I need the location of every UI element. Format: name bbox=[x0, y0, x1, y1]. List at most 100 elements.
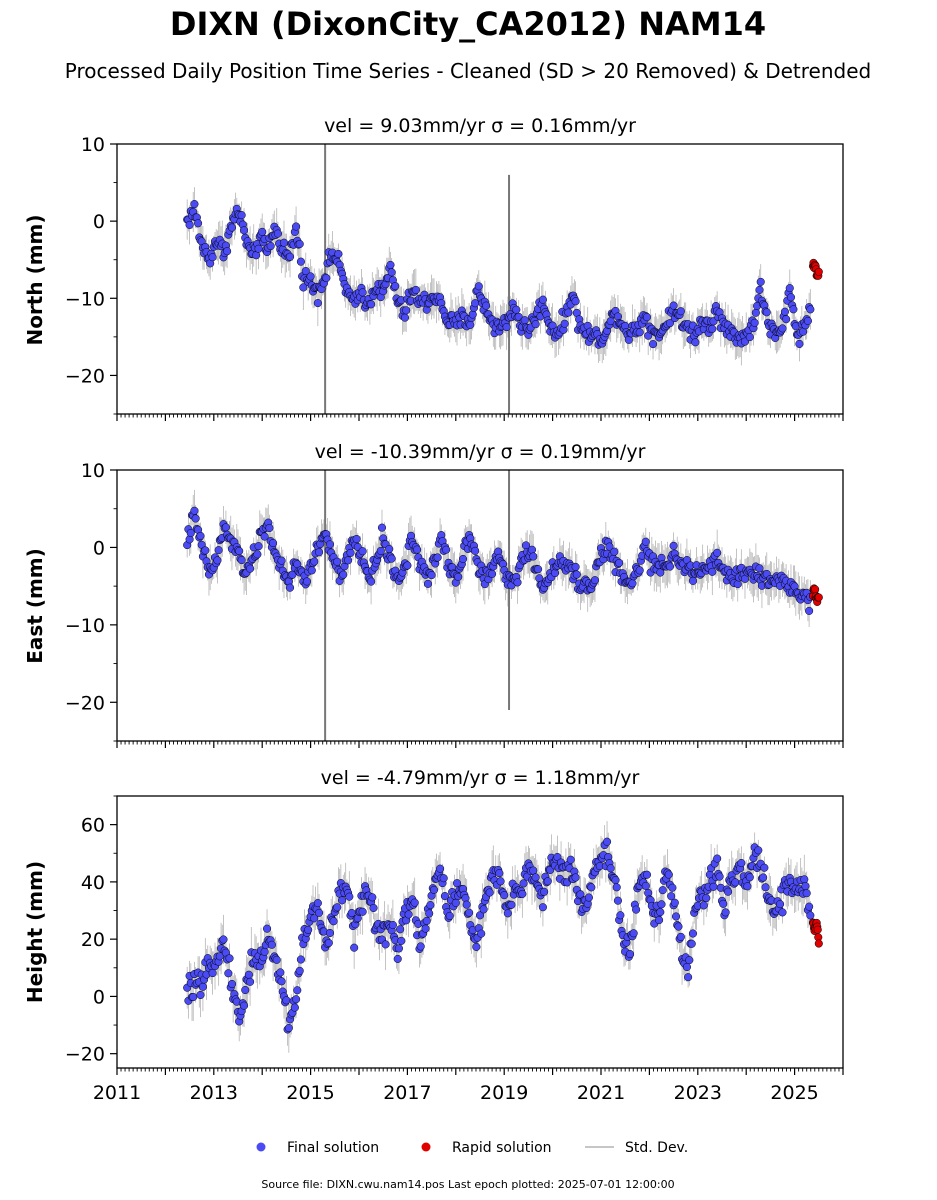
final-point bbox=[400, 313, 410, 322]
final-point bbox=[671, 912, 681, 921]
final-point bbox=[665, 319, 675, 328]
final-point bbox=[674, 922, 683, 931]
final-point bbox=[260, 947, 269, 956]
y-tick-label: −20 bbox=[65, 1044, 105, 1066]
final-point bbox=[296, 955, 305, 964]
final-point bbox=[755, 285, 764, 294]
final-point bbox=[324, 938, 333, 948]
footer-source: Source file: DIXN.cwu.nam14.pos Last epo… bbox=[261, 1178, 674, 1191]
final-point bbox=[713, 854, 722, 863]
final-point bbox=[227, 223, 236, 232]
final-point bbox=[503, 909, 512, 918]
y-tick-label: −10 bbox=[65, 615, 105, 637]
rapid-point bbox=[811, 585, 820, 594]
final-point bbox=[240, 1001, 249, 1010]
final-point bbox=[610, 547, 619, 556]
final-point bbox=[313, 899, 322, 908]
final-point bbox=[724, 887, 733, 896]
final-point bbox=[628, 579, 637, 588]
final-point bbox=[512, 305, 521, 314]
final-point bbox=[333, 903, 342, 912]
final-point bbox=[658, 886, 667, 895]
legend-rapid-label: Rapid solution bbox=[452, 1140, 552, 1156]
final-point bbox=[223, 247, 232, 256]
final-point bbox=[246, 564, 255, 573]
final-point bbox=[676, 932, 685, 941]
final-point bbox=[219, 935, 228, 944]
final-point bbox=[196, 990, 205, 1000]
final-point bbox=[572, 570, 581, 579]
final-point bbox=[190, 506, 199, 515]
legend: Final solution Rapid solution Std. Dev. bbox=[256, 1140, 688, 1156]
final-point bbox=[411, 285, 420, 294]
final-point bbox=[477, 929, 486, 938]
final-point bbox=[277, 556, 286, 565]
final-point bbox=[691, 338, 700, 347]
final-point bbox=[538, 295, 547, 304]
final-point bbox=[352, 534, 361, 544]
final-point bbox=[616, 911, 625, 920]
final-point bbox=[333, 557, 342, 566]
final-point bbox=[346, 548, 355, 557]
final-point bbox=[350, 943, 359, 952]
final-point bbox=[587, 883, 596, 892]
final-point bbox=[538, 903, 547, 912]
final-point bbox=[782, 315, 791, 324]
final-point bbox=[669, 541, 678, 550]
final-point bbox=[426, 901, 435, 910]
final-point bbox=[439, 874, 448, 883]
final-point bbox=[760, 863, 769, 872]
final-point bbox=[571, 297, 580, 306]
final-point bbox=[755, 564, 764, 573]
final-point bbox=[688, 929, 698, 938]
north-panel: 10 0 −10 −20 bbox=[65, 134, 844, 421]
y-tick-label: 0 bbox=[93, 211, 105, 233]
final-point bbox=[185, 220, 194, 229]
final-point bbox=[329, 917, 338, 926]
final-point bbox=[751, 308, 760, 317]
final-point bbox=[295, 966, 304, 975]
final-point bbox=[244, 970, 253, 979]
final-point bbox=[304, 925, 313, 934]
final-point bbox=[466, 320, 475, 329]
x-tick-label: 2025 bbox=[770, 1082, 818, 1104]
final-point bbox=[413, 545, 422, 554]
final-point bbox=[571, 562, 580, 571]
final-point bbox=[676, 307, 685, 316]
final-point bbox=[571, 873, 580, 882]
final-point bbox=[785, 284, 794, 293]
final-point bbox=[642, 313, 652, 322]
y-tick-label: −10 bbox=[65, 288, 105, 310]
final-point bbox=[635, 328, 644, 337]
final-point bbox=[613, 312, 622, 321]
final-point bbox=[566, 855, 575, 864]
final-point bbox=[299, 283, 308, 292]
x-tick-label: 2015 bbox=[286, 1082, 334, 1104]
final-point bbox=[262, 924, 272, 933]
final-point bbox=[391, 282, 400, 291]
final-point bbox=[534, 565, 543, 574]
final-points bbox=[183, 200, 815, 349]
final-point bbox=[196, 531, 205, 540]
final-point bbox=[344, 556, 353, 565]
final-point bbox=[629, 929, 638, 938]
final-point bbox=[632, 905, 641, 914]
final-point bbox=[385, 544, 394, 554]
final-point bbox=[715, 872, 724, 881]
final-point bbox=[684, 973, 693, 982]
final-point bbox=[310, 557, 319, 566]
final-point bbox=[416, 942, 425, 951]
final-point bbox=[531, 873, 540, 882]
final-point bbox=[235, 546, 244, 556]
final-point bbox=[529, 866, 538, 875]
final-point bbox=[293, 986, 302, 995]
final-point bbox=[301, 267, 310, 276]
stddev-bars bbox=[186, 144, 811, 414]
legend-std-label: Std. Dev. bbox=[625, 1140, 688, 1156]
final-point bbox=[201, 546, 210, 555]
final-point bbox=[786, 293, 796, 302]
final-point bbox=[307, 566, 316, 575]
final-point bbox=[656, 908, 665, 917]
final-point bbox=[471, 546, 480, 555]
x-tick-label: 2019 bbox=[480, 1082, 528, 1104]
